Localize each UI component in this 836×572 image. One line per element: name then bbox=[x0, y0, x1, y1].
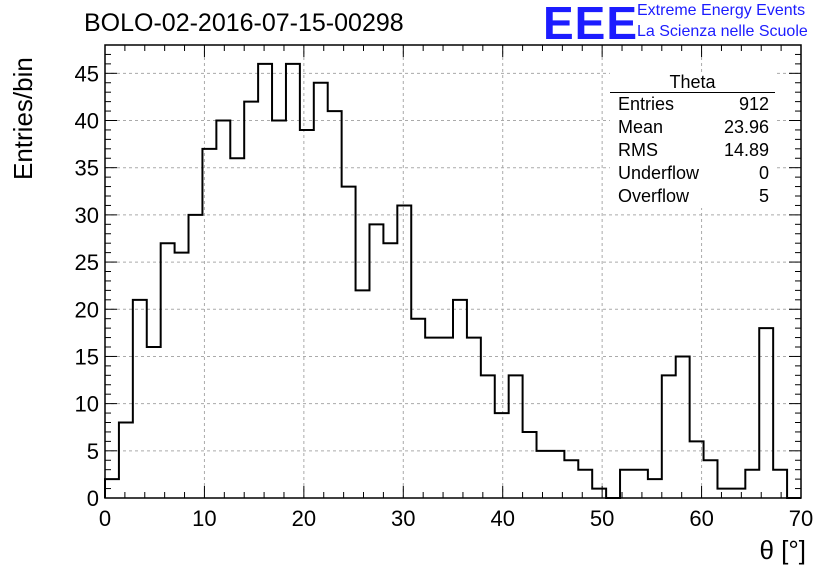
y-tick-label: 15 bbox=[75, 344, 99, 369]
y-tick-label: 40 bbox=[75, 109, 99, 134]
x-tick-label: 40 bbox=[490, 506, 514, 531]
stats-value: 0 bbox=[758, 163, 769, 183]
stats-row-entries: Entries 912 bbox=[610, 93, 775, 116]
y-axis-label: Entries/bin bbox=[8, 57, 38, 180]
y-tick-label: 25 bbox=[75, 250, 99, 275]
logo-tagline-2: La Scienza nelle Scuole bbox=[637, 23, 808, 40]
x-tick-label: 70 bbox=[789, 506, 813, 531]
stats-value: 23.96 bbox=[723, 117, 769, 137]
x-tick-label: 20 bbox=[292, 506, 316, 531]
y-tick-label: 5 bbox=[87, 439, 99, 464]
histogram-series bbox=[104, 62, 801, 499]
x-tick-label: 50 bbox=[590, 506, 614, 531]
stats-value: 5 bbox=[758, 186, 769, 206]
stats-box: Theta Entries 912 Mean 23.96 RMS 14.89 U… bbox=[610, 72, 775, 208]
stats-row-rms: RMS 14.89 bbox=[610, 139, 775, 162]
x-tick-label: 30 bbox=[391, 506, 415, 531]
y-tick-label: 0 bbox=[87, 486, 99, 511]
stats-title: Theta bbox=[610, 72, 775, 93]
y-tick-label: 35 bbox=[75, 156, 99, 181]
stats-row-overflow: Overflow 5 bbox=[610, 185, 775, 208]
stats-label: Entries bbox=[618, 94, 675, 114]
y-tick-label: 45 bbox=[75, 61, 99, 86]
x-axis-label: θ [°] bbox=[759, 535, 806, 565]
x-tick-label: 10 bbox=[192, 506, 216, 531]
y-tick-label: 10 bbox=[75, 392, 99, 417]
stats-label: Mean bbox=[618, 117, 664, 137]
logo-tagline-1: Extreme Energy Events bbox=[637, 2, 806, 19]
stats-row-underflow: Underflow 0 bbox=[610, 162, 775, 185]
stats-row-mean: Mean 23.96 bbox=[610, 116, 775, 139]
chart-title: BOLO-02-2016-07-15-00298 bbox=[84, 9, 404, 37]
x-tick-label: 60 bbox=[689, 506, 713, 531]
y-tick-label: 20 bbox=[75, 297, 99, 322]
x-tick-label: 0 bbox=[99, 506, 111, 531]
stats-value: 14.89 bbox=[723, 140, 769, 160]
y-tick-label: 30 bbox=[75, 203, 99, 228]
stats-label: Overflow bbox=[618, 186, 690, 206]
stats-label: Underflow bbox=[618, 163, 700, 183]
eee-logo: EEE bbox=[543, 0, 639, 49]
stats-label: RMS bbox=[618, 140, 658, 160]
stats-value: 912 bbox=[738, 94, 769, 114]
